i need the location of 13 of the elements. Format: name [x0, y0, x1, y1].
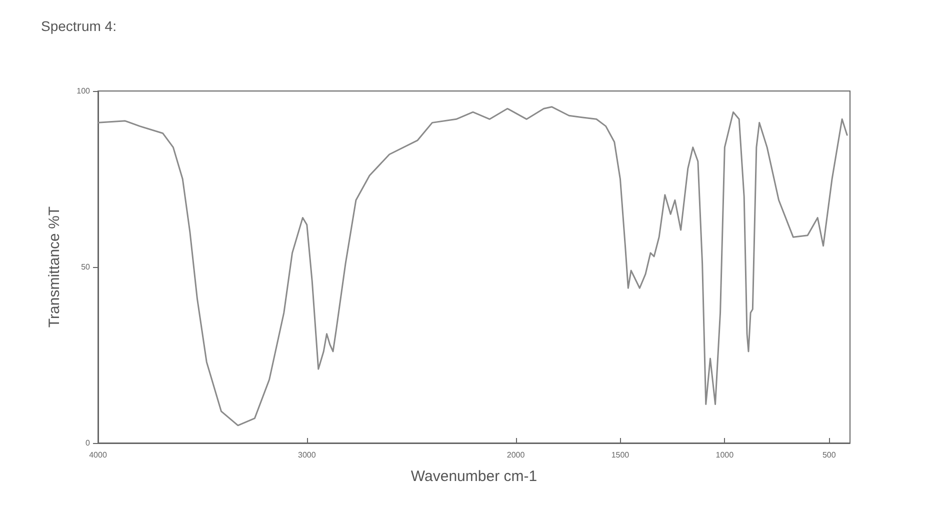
- x-tick-label: 2000: [506, 450, 526, 460]
- y-axis-title: Transmittance %T: [46, 206, 63, 328]
- y-tick-label: 50: [81, 262, 91, 272]
- y-tick-label: 0: [86, 438, 91, 448]
- x-tick-label: 1500: [611, 450, 630, 460]
- x-tick-label: 500: [822, 450, 836, 460]
- x-tick-label: 4000: [89, 450, 108, 460]
- line-series: [97, 106, 848, 426]
- x-axis-title: Wavenumber cm-1: [410, 468, 538, 485]
- x-tick-label: 1000: [716, 450, 734, 460]
- y-tick-label: 100: [76, 86, 91, 96]
- chart-title: Spectrum 4:: [41, 18, 116, 34]
- x-tick-label: 3000: [298, 450, 316, 460]
